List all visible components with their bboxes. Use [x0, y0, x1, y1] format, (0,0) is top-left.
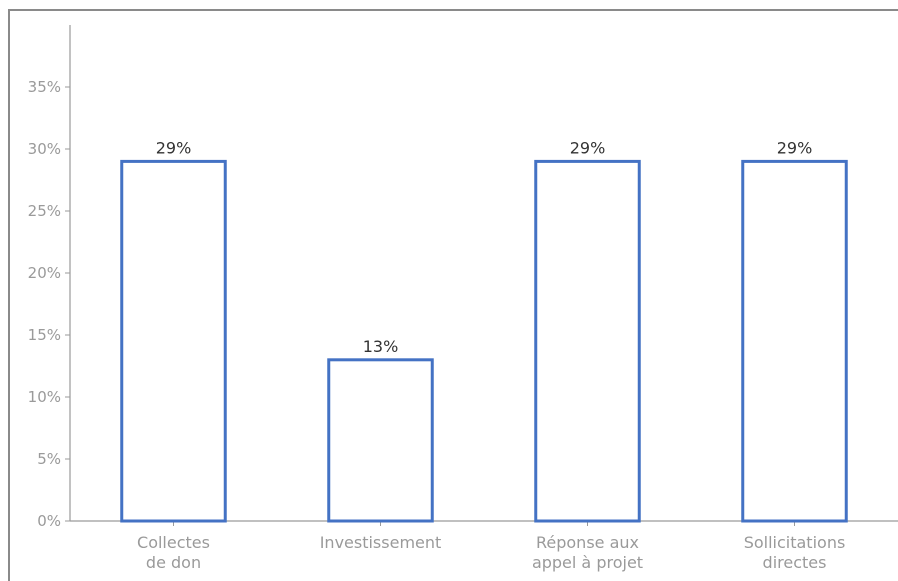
- x-tick-label-line: Collectes: [137, 533, 210, 552]
- x-tick-label-line: Sollicitations: [744, 533, 846, 552]
- data-label: 29%: [156, 138, 192, 157]
- bar: [120, 159, 227, 523]
- bar: [534, 159, 641, 523]
- x-axis: Collectes de don Investissement Réponse aux…: [70, 520, 898, 572]
- y-tick-label: 25%: [28, 202, 61, 220]
- x-tick-label-line: Investissement: [320, 533, 442, 552]
- bar: [327, 358, 434, 523]
- y-tick-label: 10%: [28, 388, 61, 406]
- y-tick-label: 20%: [28, 264, 61, 282]
- y-tick-label: 0%: [37, 512, 61, 530]
- y-axis: 0% 5% 10% 15% 20% 25% 30% 35%: [28, 25, 71, 530]
- chart-frame: [8, 9, 898, 581]
- x-tick-label: Réponse aux appel à projet: [532, 533, 643, 572]
- x-tick-label-line: Réponse aux: [536, 533, 639, 552]
- x-tick-label: Collectes de don: [137, 533, 210, 572]
- data-labels: 29% 13% 29% 29%: [156, 138, 813, 355]
- x-tick-label-line: directes: [763, 553, 827, 572]
- bars: [120, 159, 848, 523]
- data-label: 29%: [570, 138, 606, 157]
- y-tick-label: 5%: [37, 450, 61, 468]
- data-label: 29%: [777, 138, 813, 157]
- y-tick-label: 30%: [28, 140, 61, 158]
- x-tick-label-line: de don: [146, 553, 201, 572]
- data-label: 13%: [363, 337, 399, 356]
- x-tick-label: Investissement: [320, 533, 442, 552]
- x-tick-label: Sollicitations directes: [744, 533, 846, 572]
- y-tick-label: 35%: [28, 78, 61, 96]
- x-tick-label-line: appel à projet: [532, 553, 643, 572]
- bar: [741, 159, 848, 523]
- y-tick-label: 15%: [28, 326, 61, 344]
